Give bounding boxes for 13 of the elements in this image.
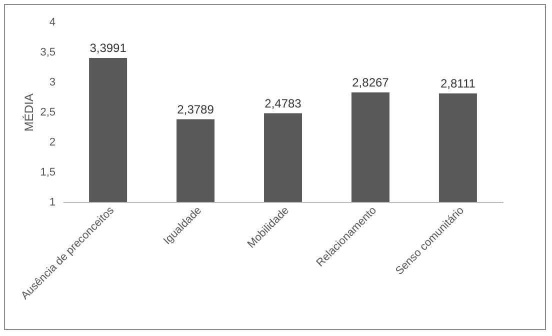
y-tick-label: 3: [49, 76, 56, 88]
y-tick-label: 2,5: [40, 106, 56, 118]
y-tick-label: 3,5: [40, 46, 56, 58]
y-tick-label: 1,5: [40, 166, 56, 178]
data-label: 2,8111: [440, 76, 476, 90]
y-axis-title: MÉDIA: [22, 93, 36, 132]
y-tick-label: 2: [49, 136, 56, 148]
data-label: 2,3789: [177, 102, 214, 116]
data-label: 3,3991: [90, 41, 127, 56]
y-tick-label: 1: [49, 196, 56, 208]
data-label: 2,8267: [352, 75, 390, 90]
y-tick-label: 4: [49, 16, 56, 28]
data-label: 2,4783: [264, 96, 302, 110]
